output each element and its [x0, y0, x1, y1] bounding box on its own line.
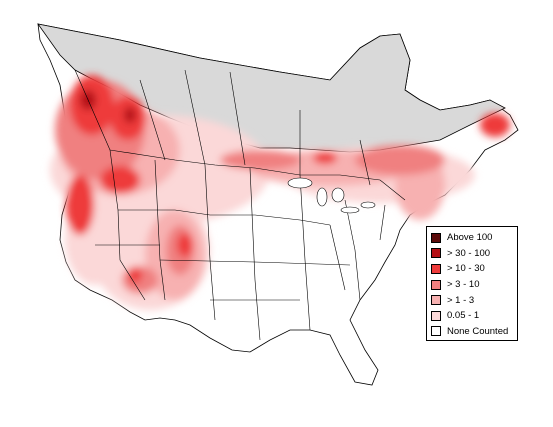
legend-label: > 1 - 3: [447, 294, 475, 306]
patch: [177, 233, 193, 257]
map-legend: Above 100 > 30 - 100 > 10 - 30 > 3 - 10 > 1 …: [426, 226, 518, 341]
legend-swatch: [431, 279, 441, 290]
patch: [480, 113, 510, 137]
patch: [124, 107, 136, 123]
patch: [220, 150, 300, 170]
legend-item: Above 100: [431, 230, 517, 246]
patch: [66, 175, 94, 235]
legend-swatch: [431, 232, 441, 243]
great-lakes: [287, 177, 376, 214]
legend-swatch: [431, 295, 441, 306]
legend-label: 0.05 - 1: [447, 310, 480, 322]
patch: [355, 145, 445, 175]
legend-item: > 10 - 30: [431, 261, 517, 277]
patch: [100, 166, 140, 194]
legend-swatch: [431, 248, 441, 259]
out-of-range-area: [37, 23, 506, 153]
legend-item: None Counted: [431, 324, 517, 340]
patch: [313, 152, 337, 164]
legend-item: > 3 - 10: [431, 277, 517, 293]
legend-swatch: [431, 310, 441, 321]
legend-swatch: [431, 263, 441, 274]
legend-label: None Counted: [447, 325, 509, 337]
legend-label: > 10 - 30: [447, 263, 485, 275]
legend-swatch: [431, 326, 441, 337]
legend-label: > 30 - 100: [447, 247, 491, 259]
legend-label: Above 100: [447, 232, 493, 244]
abundance-patches: [50, 75, 510, 310]
boundary-lines: [74, 69, 406, 341]
patch: [128, 267, 142, 283]
legend-item: 0.05 - 1: [431, 308, 517, 324]
legend-item: > 30 - 100: [431, 246, 517, 262]
legend-item: > 1 - 3: [431, 292, 517, 308]
legend-label: > 3 - 10: [447, 279, 480, 291]
